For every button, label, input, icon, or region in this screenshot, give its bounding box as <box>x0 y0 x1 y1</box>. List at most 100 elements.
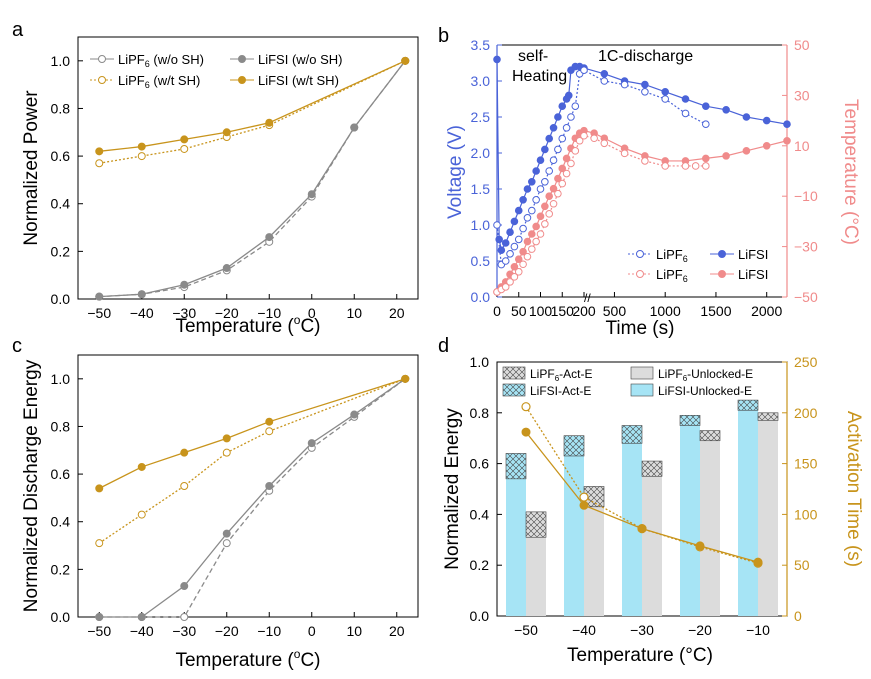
data-point <box>180 582 189 591</box>
x-tick-label: 50 <box>511 303 527 319</box>
bar-lipf6-act-hatch <box>700 430 720 441</box>
bar-lifsi-act-hatch <box>622 425 642 444</box>
annotation: self- <box>518 48 548 65</box>
panel-letter-d: d <box>438 335 449 357</box>
x-tick-label: −10 <box>746 622 770 638</box>
data-point <box>95 292 104 301</box>
x-tick-label: −20 <box>215 623 239 639</box>
data-point <box>532 196 540 204</box>
data-point <box>514 235 523 244</box>
y-tick-label: 2.5 <box>471 109 491 125</box>
data-point <box>180 448 189 457</box>
data-point <box>137 462 146 471</box>
data-point <box>510 262 519 271</box>
x-tick-label: −10 <box>257 623 281 639</box>
y-axis-label: Normalized Power <box>21 90 42 246</box>
annotation: 1C-discharge <box>598 48 693 65</box>
data-point <box>532 237 540 246</box>
data-point <box>549 199 558 208</box>
data-point <box>579 500 589 510</box>
data-point <box>501 239 510 247</box>
series-line <box>99 60 406 164</box>
data-point <box>532 222 540 231</box>
x-axis-label: Temperature (oC) <box>175 313 320 337</box>
bar-lifsi-unlocked <box>738 410 758 616</box>
x-axis-label: Temperature (oC) <box>175 647 320 671</box>
data-point <box>137 613 146 621</box>
panel-letter-b: b <box>438 25 449 47</box>
y2-tick-label: 250 <box>794 354 818 370</box>
data-point <box>620 80 629 89</box>
series-line <box>99 378 406 618</box>
data-point <box>641 88 649 96</box>
data-point <box>681 109 690 118</box>
bar-lipf6-unlocked <box>642 476 662 616</box>
y2-tick-label: −10 <box>794 188 818 204</box>
data-point <box>762 142 771 150</box>
legend-label: LiFSI (w/o SH) <box>258 52 343 67</box>
data-point <box>222 434 231 443</box>
x-tick-label: −40 <box>572 622 596 638</box>
series-line <box>98 378 406 489</box>
y-tick-label: 1.0 <box>470 354 490 370</box>
data-point <box>510 242 519 251</box>
legend-marker <box>98 55 106 63</box>
data-point <box>180 482 189 490</box>
series-line <box>99 378 406 618</box>
x-tick-label: 1500 <box>700 303 731 319</box>
x-axis-label: Time (s) <box>606 318 675 339</box>
data-point <box>554 189 562 198</box>
y-tick-label: 0.5 <box>471 253 491 269</box>
y-tick-label: 0.6 <box>51 148 71 164</box>
data-point <box>702 154 710 163</box>
axis-break-mark: // <box>584 291 591 305</box>
x-tick-label: −40 <box>130 623 154 639</box>
data-point <box>95 159 104 168</box>
data-point <box>541 145 549 154</box>
data-point <box>521 402 531 412</box>
y-tick-label: 0.0 <box>471 289 491 305</box>
data-point <box>307 439 316 448</box>
data-point <box>702 102 710 110</box>
data-point <box>541 220 549 228</box>
y-tick-label: 1.0 <box>51 53 71 69</box>
data-point <box>514 268 523 276</box>
panel-letter-a: a <box>12 19 24 41</box>
bar-lifsi-unlocked <box>564 455 584 616</box>
bar-lipf6-act-hatch <box>526 511 546 538</box>
data-point <box>558 134 567 143</box>
data-point <box>564 91 573 100</box>
data-point <box>600 139 609 148</box>
panel-c: Normalized Discharge Energy Temperature … <box>21 354 419 671</box>
plot-frame <box>77 36 419 300</box>
data-point <box>95 539 104 548</box>
legend-label: LiPF6 <box>656 247 688 264</box>
data-point <box>783 120 791 128</box>
y2-tick-label: 30 <box>794 87 810 103</box>
data-point <box>702 120 710 128</box>
x-tick-label: 500 <box>603 303 627 319</box>
data-point <box>510 217 519 226</box>
data-point <box>536 185 545 193</box>
data-point <box>523 237 532 246</box>
data-point <box>493 221 501 229</box>
x-tick-label: 0 <box>493 303 501 319</box>
x-tick-label: −30 <box>172 305 196 321</box>
data-point <box>401 56 410 65</box>
data-point <box>536 230 545 238</box>
bar-lipf6-unlocked <box>758 420 778 616</box>
y-tick-label: 0.2 <box>470 557 490 573</box>
data-point <box>722 106 730 114</box>
legend-label: LiPF6 <box>656 267 688 284</box>
x-axis-label: Temperature (°C) <box>567 645 713 666</box>
data-point <box>600 77 609 85</box>
legend-marker <box>636 250 644 258</box>
bar-lipf6-act-hatch <box>642 461 662 477</box>
legend-marker <box>238 76 246 84</box>
series-line <box>98 378 406 544</box>
data-point <box>600 70 609 78</box>
data-point <box>528 178 536 186</box>
legend-marker <box>98 76 106 84</box>
data-point <box>580 131 588 140</box>
